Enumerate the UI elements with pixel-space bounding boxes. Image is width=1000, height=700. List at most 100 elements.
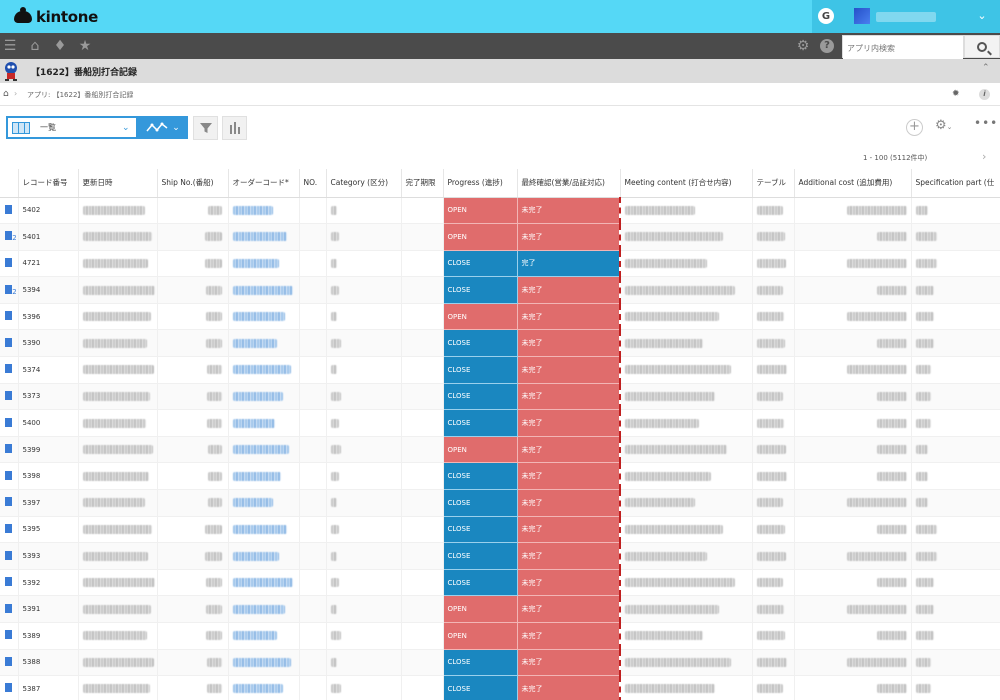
order-code[interactable] [228, 197, 300, 225]
order-code[interactable] [228, 303, 300, 331]
column-header[interactable]: Ship No.(番船) [157, 169, 229, 198]
record-detail-link[interactable] [0, 622, 19, 650]
record-detail-link[interactable] [0, 489, 19, 517]
order-code[interactable] [228, 622, 300, 650]
column-header[interactable]: 完了期限 [401, 169, 444, 198]
record-detail-link[interactable] [0, 276, 19, 304]
table-row[interactable]: 5399 OPEN 未完了 [0, 436, 1000, 464]
column-header[interactable]: 更新日時 [78, 169, 158, 198]
chart-button[interactable] [222, 116, 247, 140]
user-menu[interactable]: G ⌄ [812, 0, 1000, 33]
order-code[interactable] [228, 649, 300, 677]
order-code[interactable] [228, 276, 300, 304]
order-code[interactable] [228, 436, 300, 464]
table-row[interactable]: 5397 CLOSE 未完了 [0, 489, 1000, 517]
order-code[interactable] [228, 409, 300, 437]
no-value [299, 569, 327, 597]
app-search-box[interactable] [842, 35, 964, 59]
table-row[interactable]: 5391 OPEN 未完了 [0, 595, 1000, 623]
order-code[interactable] [228, 595, 300, 623]
table-row[interactable]: 5387 CLOSE 未完了 [0, 675, 1000, 700]
record-detail-link[interactable] [0, 462, 19, 491]
pin-icon[interactable]: ✹ [952, 89, 960, 99]
table-row[interactable]: 5400 CLOSE 未完了 [0, 409, 1000, 437]
column-header[interactable]: Meeting content (打合せ内容) [620, 169, 753, 198]
order-code[interactable] [228, 569, 300, 597]
order-code[interactable] [228, 675, 300, 700]
table-row[interactable]: 5388 CLOSE 未完了 [0, 649, 1000, 677]
breadcrumb-home-icon[interactable]: ⌂ [3, 89, 9, 99]
column-header[interactable]: NO. [299, 169, 327, 198]
column-header[interactable]: Progress (進捗) [443, 169, 518, 198]
column-header[interactable]: Additional cost (追加費用) [794, 169, 912, 198]
due-date [401, 595, 444, 623]
record-detail-link[interactable] [0, 649, 19, 677]
help-icon[interactable]: ? [820, 39, 834, 53]
table-row[interactable]: 4721 CLOSE 完了 [0, 250, 1000, 278]
table-row[interactable]: 5398 CLOSE 未完了 [0, 462, 1000, 491]
column-header[interactable]: オーダーコード* [228, 169, 300, 198]
record-detail-link[interactable] [0, 197, 19, 225]
graph-view-button[interactable]: ⌄ [138, 116, 188, 139]
add-record-button[interactable]: + [906, 119, 923, 136]
star-icon[interactable]: ★ [78, 38, 92, 54]
table-row[interactable]: 5393 CLOSE 未完了 [0, 542, 1000, 570]
order-code[interactable] [228, 250, 300, 278]
filter-button[interactable] [193, 116, 218, 140]
google-icon[interactable]: G [818, 8, 834, 24]
record-detail-link[interactable] [0, 223, 19, 251]
search-input[interactable] [843, 38, 963, 59]
table-row[interactable]: 5395 CLOSE 未完了 [0, 516, 1000, 544]
table-row[interactable]: 5402 OPEN 未完了 [0, 197, 1000, 225]
order-code[interactable] [228, 383, 300, 411]
record-detail-link[interactable] [0, 569, 19, 597]
table-row[interactable]: 5389 OPEN 未完了 [0, 622, 1000, 650]
record-detail-link[interactable] [0, 436, 19, 464]
column-header[interactable]: テーブル [752, 169, 795, 198]
record-detail-link[interactable] [0, 303, 19, 331]
order-code[interactable] [228, 462, 300, 491]
order-code[interactable] [228, 329, 300, 358]
table-row[interactable]: 5396 OPEN 未完了 [0, 303, 1000, 331]
record-detail-link[interactable] [0, 516, 19, 544]
record-detail-link[interactable] [0, 383, 19, 411]
record-detail-link[interactable] [0, 542, 19, 570]
record-detail-link[interactable] [0, 250, 19, 278]
column-header[interactable]: Category (区分) [326, 169, 402, 198]
record-detail-link[interactable] [0, 356, 19, 384]
hamburger-icon[interactable]: ☰ [3, 38, 17, 54]
column-header[interactable]: Specification part (仕 [911, 169, 1000, 198]
order-code[interactable] [228, 356, 300, 384]
home-icon[interactable]: ⌂ [30, 38, 40, 54]
search-button[interactable] [964, 35, 1000, 58]
more-options-button[interactable]: ••• [974, 116, 999, 130]
meeting-content [620, 542, 753, 570]
kintone-logo[interactable]: kintone [14, 7, 98, 27]
order-code[interactable] [228, 223, 300, 251]
gear-icon[interactable]: ⚙ [796, 38, 810, 54]
view-selector[interactable]: 一覧 ⌄ [6, 116, 138, 139]
column-header[interactable]: レコード番号 [18, 169, 79, 198]
record-detail-link[interactable] [0, 675, 19, 700]
chevron-down-icon[interactable]: ⌄ [977, 9, 987, 22]
app-settings-button[interactable]: ⚙⌄ [935, 118, 961, 136]
record-detail-link[interactable] [0, 409, 19, 437]
collapse-pin-icon[interactable]: ⌃ [982, 63, 990, 73]
additional-cost [794, 489, 912, 517]
table-row[interactable]: 5390 CLOSE 未完了 [0, 329, 1000, 358]
order-code[interactable] [228, 542, 300, 570]
record-detail-link[interactable] [0, 329, 19, 358]
table-row[interactable]: 5373 CLOSE 未完了 [0, 383, 1000, 411]
next-page-icon[interactable]: › [982, 150, 987, 163]
bell-icon[interactable]: ♦ [53, 38, 67, 54]
order-code[interactable] [228, 489, 300, 517]
column-header[interactable]: 最終確認(営業/品証対応) [517, 169, 621, 198]
table-row[interactable]: 5374 CLOSE 未完了 [0, 356, 1000, 384]
record-detail-link[interactable] [0, 595, 19, 623]
info-icon[interactable]: i [979, 89, 990, 100]
breadcrumb-app-link[interactable]: アプリ: 【1622】番船別打合記録 [27, 91, 134, 99]
table-row[interactable]: 5392 CLOSE 未完了 [0, 569, 1000, 597]
order-code[interactable] [228, 516, 300, 544]
